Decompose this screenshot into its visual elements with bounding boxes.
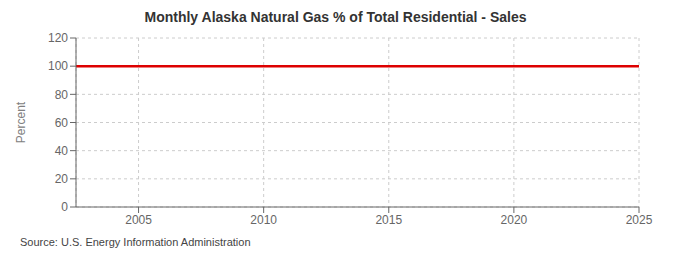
svg-text:80: 80 xyxy=(55,88,69,102)
svg-text:120: 120 xyxy=(48,31,68,45)
svg-text:60: 60 xyxy=(55,116,69,130)
svg-text:Percent: Percent xyxy=(14,101,28,143)
html-text:Source: U.S. Energy Informatio: Source: U.S. Energy Information Administ… xyxy=(20,236,251,248)
svg-text:2025: 2025 xyxy=(626,213,653,227)
svg-text:2015: 2015 xyxy=(375,213,402,227)
svg-text:2005: 2005 xyxy=(125,213,152,227)
svg-text:2010: 2010 xyxy=(250,213,277,227)
html-text:Monthly Alaska Natural Gas % o: Monthly Alaska Natural Gas % of Total Re… xyxy=(144,9,527,25)
svg-text:20: 20 xyxy=(55,172,69,186)
svg-text:0: 0 xyxy=(61,200,68,214)
svg-text:100: 100 xyxy=(48,59,68,73)
svg-text:2020: 2020 xyxy=(501,213,528,227)
svg-text:40: 40 xyxy=(55,144,69,158)
